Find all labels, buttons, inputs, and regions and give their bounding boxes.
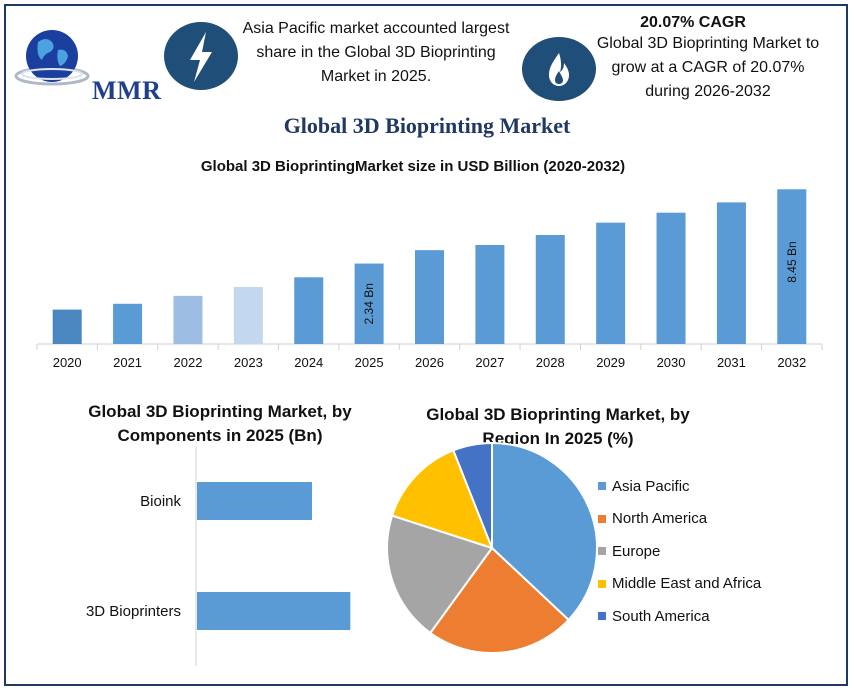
pie-slice-asia-pacific bbox=[491, 441, 598, 622]
bar-bioink bbox=[197, 482, 312, 520]
bar-2024 bbox=[294, 277, 324, 344]
bar-2025 bbox=[354, 263, 384, 344]
bar-2027 bbox=[475, 245, 505, 344]
bar-2020 bbox=[52, 309, 82, 344]
page-title: Global 3D Bioprinting Market bbox=[283, 113, 571, 138]
y-tick-label: 3D Bioprinters bbox=[86, 603, 181, 620]
legend-item: North America bbox=[598, 503, 761, 536]
x-tick-label: 2029 bbox=[596, 355, 625, 370]
x-tick-label: 2024 bbox=[294, 355, 323, 370]
x-tick-label: 2023 bbox=[234, 355, 263, 370]
globe-icon bbox=[14, 30, 90, 86]
market-size-bar-chart: 2020 2021 2022 2023 2024 2025 2026 2027 2028 2029… bbox=[36, 189, 823, 370]
bar-2022 bbox=[173, 295, 203, 344]
lightning-icon bbox=[190, 32, 212, 82]
components-bar-chart: Bioink 3D Bioprinters bbox=[86, 446, 351, 666]
cagr-title: 20.07% CAGR bbox=[640, 14, 746, 31]
bar-2032 bbox=[777, 189, 807, 344]
bar-3d-bioprinters bbox=[197, 592, 351, 630]
bar-2026 bbox=[415, 250, 444, 344]
legend-swatch bbox=[598, 514, 606, 523]
legend-label: North America bbox=[612, 510, 708, 528]
logo-text: MMR bbox=[92, 76, 162, 105]
highlight-right-badge bbox=[522, 37, 596, 101]
legend-label: Middle East and Africa bbox=[612, 575, 762, 593]
legend-swatch bbox=[598, 612, 606, 621]
bar-2028 bbox=[535, 235, 565, 344]
legend-label: South America bbox=[612, 607, 710, 625]
x-tick-label: 2026 bbox=[415, 355, 444, 370]
x-tick-label: 2022 bbox=[174, 355, 203, 370]
legend-item: Europe bbox=[598, 535, 761, 568]
bar-2021 bbox=[113, 303, 143, 344]
x-tick-label: 2030 bbox=[657, 355, 686, 370]
legend-item: Middle East and Africa bbox=[598, 568, 761, 601]
pie-slice-north-america bbox=[428, 546, 570, 654]
flame-icon bbox=[549, 53, 569, 86]
bar-2023 bbox=[233, 286, 263, 344]
highlight-left-badge bbox=[164, 22, 238, 90]
x-tick-label: 2032 bbox=[777, 355, 806, 370]
pie-slice-middle-east-and-africa bbox=[390, 449, 494, 550]
legend-label: Europe bbox=[612, 542, 661, 560]
components-chart-title: Global 3D Bioprinting Market, by Compone… bbox=[88, 402, 352, 445]
pie-slice-europe bbox=[386, 514, 494, 635]
data-label: 8.45 Bn bbox=[785, 241, 799, 282]
data-label: 2.34 Bn bbox=[362, 283, 376, 324]
y-tick-label: Bioink bbox=[140, 493, 181, 510]
bar-2029 bbox=[596, 222, 626, 344]
x-tick-label: 2020 bbox=[53, 355, 82, 370]
x-tick-label: 2021 bbox=[113, 355, 142, 370]
x-tick-label: 2025 bbox=[355, 355, 384, 370]
x-tick-label: 2027 bbox=[475, 355, 504, 370]
x-tick-label: 2028 bbox=[536, 355, 565, 370]
pie-slice-south-america bbox=[452, 441, 493, 549]
region-chart-title: Global 3D Bioprinting Market, by Region … bbox=[426, 405, 690, 448]
legend-swatch bbox=[598, 482, 606, 491]
legend-label: Asia Pacific bbox=[612, 477, 690, 495]
x-tick-label: 2031 bbox=[717, 355, 746, 370]
region-pie-chart bbox=[386, 441, 598, 654]
legend-item: South America bbox=[598, 600, 761, 633]
region-legend: Asia Pacific North America Europe Middle Ea… bbox=[598, 470, 761, 633]
highlight-left-text: Asia Pacific market accounted largest sh… bbox=[242, 20, 510, 85]
bar-2030 bbox=[656, 212, 686, 344]
legend-item: Asia Pacific bbox=[598, 470, 761, 503]
cagr-text: Global 3D Bioprinting Market to grow at … bbox=[596, 35, 820, 100]
legend-swatch bbox=[598, 579, 606, 588]
bar-2031 bbox=[716, 202, 746, 344]
legend-swatch bbox=[598, 547, 606, 556]
logo: MMR bbox=[14, 20, 164, 105]
bar-chart-title: Global 3D BioprintingMarket size in USD … bbox=[200, 158, 626, 175]
outer-frame bbox=[4, 4, 848, 686]
